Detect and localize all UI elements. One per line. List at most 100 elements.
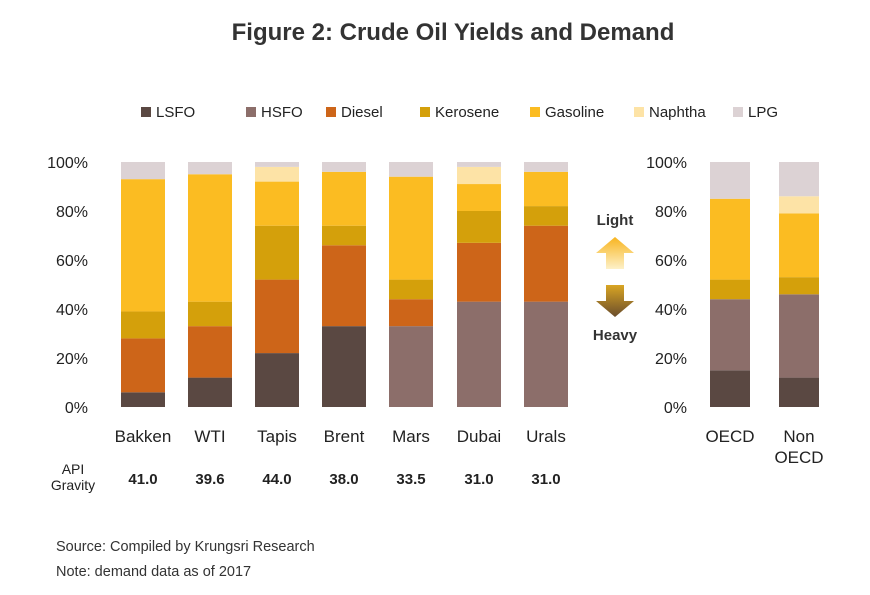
- x-category-label: OECD: [705, 427, 754, 446]
- bar-dubai-lpg: [457, 162, 501, 167]
- source-note: Source: Compiled by Krungsri Research: [56, 539, 315, 555]
- y-tick-label: 80%: [655, 204, 687, 221]
- api-gravity-value: 33.5: [396, 471, 425, 488]
- api-gravity-value: 44.0: [262, 471, 291, 488]
- legend-swatch-diesel: [326, 107, 336, 117]
- api-gravity-value: 39.6: [195, 471, 224, 488]
- bar-brent-kerosene: [322, 225, 366, 246]
- bar-non-oecd-kerosene: [779, 277, 819, 295]
- bar-bakken-diesel: [121, 338, 165, 393]
- bar-wti-lsfo: [188, 377, 232, 407]
- x-category-label: Non: [783, 427, 814, 446]
- api-gravity-value: 41.0: [128, 471, 157, 488]
- bar-dubai-diesel: [457, 242, 501, 302]
- legend-swatch-hsfo: [246, 107, 256, 117]
- legend-swatch-naphtha: [634, 107, 644, 117]
- bar-bakken-kerosene: [121, 311, 165, 339]
- heavy-label: Heavy: [593, 327, 638, 344]
- bar-tapis-diesel: [255, 279, 299, 354]
- y-tick-label: 60%: [655, 253, 687, 270]
- legend-swatch-kerosene: [420, 107, 430, 117]
- bar-urals-gasoline: [524, 171, 568, 207]
- y-tick-label: 0%: [65, 400, 88, 417]
- bar-brent-lsfo: [322, 326, 366, 407]
- chart-title: Figure 2: Crude Oil Yields and Demand: [232, 19, 675, 46]
- x-category-label: WTI: [194, 427, 225, 446]
- bar-urals-diesel: [524, 225, 568, 302]
- y-tick-label: 40%: [655, 302, 687, 319]
- bar-non-oecd-naphtha: [779, 196, 819, 214]
- bar-bakken-lpg: [121, 162, 165, 180]
- bar-oecd-kerosene: [710, 279, 750, 300]
- bar-mars-diesel: [389, 299, 433, 327]
- data-note: Note: demand data as of 2017: [56, 564, 251, 580]
- y-tick-label: 20%: [655, 351, 687, 368]
- legend-label-lpg: LPG: [748, 104, 778, 121]
- bar-urals-hsfo: [524, 301, 568, 407]
- x-category-label: Dubai: [457, 427, 501, 446]
- bar-urals-lpg: [524, 162, 568, 172]
- api-gravity-value: 31.0: [464, 471, 493, 488]
- bar-wti-lpg: [188, 162, 232, 175]
- x-category-label: Brent: [324, 427, 365, 446]
- x-category-label: Tapis: [257, 427, 297, 446]
- legend-label-diesel: Diesel: [341, 104, 383, 121]
- y-tick-label: 0%: [664, 400, 687, 417]
- x-category-label: Bakken: [115, 427, 172, 446]
- bar-brent-gasoline: [322, 171, 366, 226]
- legend-swatch-lpg: [733, 107, 743, 117]
- api-gravity-value: 31.0: [531, 471, 560, 488]
- legend-swatch-lsfo: [141, 107, 151, 117]
- arrow-down-icon: [596, 285, 634, 317]
- bar-dubai-naphtha: [457, 166, 501, 185]
- bar-brent-lpg: [322, 162, 366, 172]
- bar-wti-gasoline: [188, 174, 232, 302]
- bar-tapis-lsfo: [255, 353, 299, 407]
- bar-brent-diesel: [322, 245, 366, 327]
- legend: LSFO HSFO Diesel Kerosene Gasoline Naphtha LPG: [141, 104, 778, 121]
- bar-oecd-hsfo: [710, 299, 750, 371]
- bar-non-oecd-lsfo: [779, 377, 819, 407]
- api-label-line1: API: [62, 461, 85, 477]
- api-gravity-row: API Gravity 41.0 39.6 44.0 38.0 33.5 31.0 31.0: [51, 461, 561, 493]
- legend-label-naphtha: Naphtha: [649, 104, 706, 121]
- bar-tapis-kerosene: [255, 225, 299, 280]
- bar-urals-kerosene: [524, 206, 568, 226]
- bar-dubai-kerosene: [457, 211, 501, 243]
- bar-oecd-lsfo: [710, 370, 750, 407]
- y-tick-label: 100%: [47, 155, 88, 172]
- bar-mars-kerosene: [389, 279, 433, 300]
- y-tick-label: 40%: [56, 302, 88, 319]
- y-tick-label: 80%: [56, 204, 88, 221]
- bar-wti-diesel: [188, 326, 232, 378]
- legend-label-kerosene: Kerosene: [435, 104, 499, 121]
- legend-label-lsfo: LSFO: [156, 104, 195, 121]
- legend-label-gasoline: Gasoline: [545, 104, 604, 121]
- bar-dubai-hsfo: [457, 301, 501, 407]
- bar-oecd-lpg: [710, 162, 750, 199]
- x-category-label: Urals: [526, 427, 566, 446]
- api-gravity-value: 38.0: [329, 471, 358, 488]
- plot-crude-yields: 0% 20% 40% 60% 80% 100% Bakken WTI Tapis Brent Mar…: [47, 155, 568, 446]
- bar-tapis-naphtha: [255, 166, 299, 182]
- y-tick-label: 60%: [56, 253, 88, 270]
- light-heavy-indicator: Light Heavy: [593, 212, 638, 344]
- arrow-up-icon: [596, 237, 634, 269]
- bar-mars-hsfo: [389, 326, 433, 407]
- legend-label-hsfo: HSFO: [261, 104, 303, 121]
- api-label-line2: Gravity: [51, 477, 95, 493]
- bar-tapis-gasoline: [255, 181, 299, 226]
- bar-non-oecd-hsfo: [779, 294, 819, 378]
- bar-oecd-gasoline: [710, 198, 750, 280]
- bar-bakken-lsfo: [121, 392, 165, 407]
- bar-non-oecd-gasoline: [779, 213, 819, 278]
- bar-mars-lpg: [389, 162, 433, 177]
- bar-dubai-gasoline: [457, 184, 501, 211]
- y-tick-label: 100%: [646, 155, 687, 172]
- x-category-label: Mars: [392, 427, 430, 446]
- bar-tapis-lpg: [255, 162, 299, 167]
- bar-mars-gasoline: [389, 176, 433, 280]
- x-category-label: OECD: [774, 448, 823, 467]
- y-tick-label: 20%: [56, 351, 88, 368]
